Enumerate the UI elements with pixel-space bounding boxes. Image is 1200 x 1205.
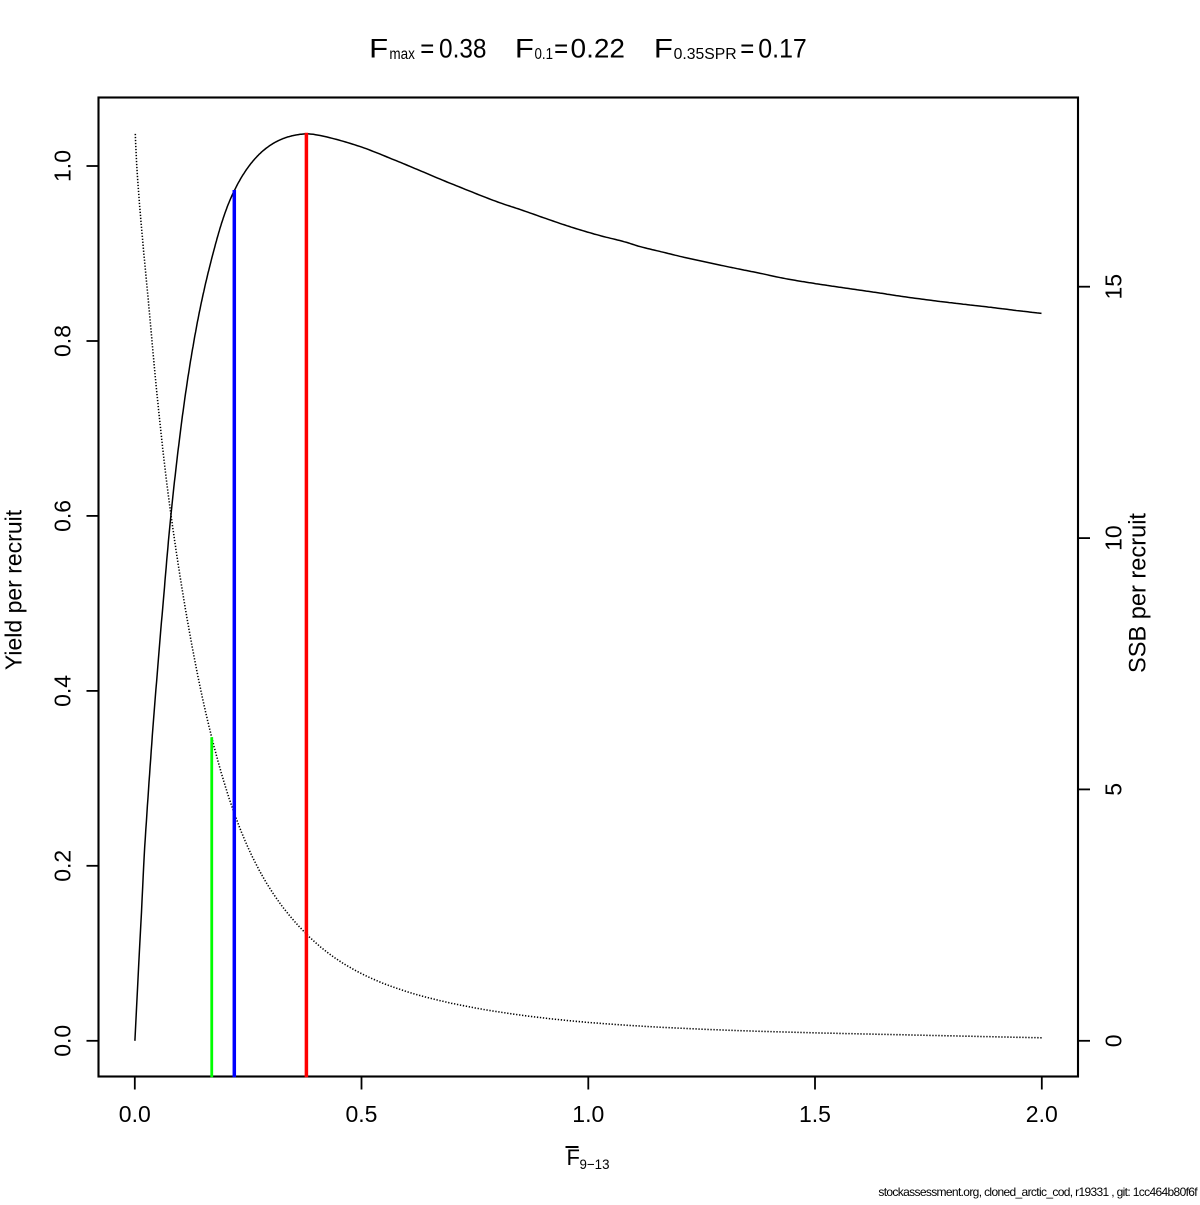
svg-text:=: =	[740, 34, 754, 64]
svg-text:0.38: 0.38	[439, 34, 487, 64]
svg-text:0.0: 0.0	[119, 1101, 151, 1127]
svg-text:15: 15	[1100, 274, 1126, 300]
svg-text:0.17: 0.17	[758, 34, 807, 64]
svg-text:9−13: 9−13	[580, 1156, 610, 1172]
svg-text:10: 10	[1100, 525, 1126, 551]
svg-text:=: =	[420, 34, 434, 64]
svg-text:SSB per recruit: SSB per recruit	[1125, 513, 1151, 673]
svg-text:max: max	[389, 46, 415, 63]
svg-text:F: F	[515, 34, 534, 64]
svg-text:0.5: 0.5	[346, 1101, 378, 1127]
svg-text:F: F	[654, 34, 673, 64]
svg-text:=: =	[554, 34, 568, 64]
svg-text:stockassessment.org, cloned_ar: stockassessment.org, cloned_arctic_cod, …	[878, 1185, 1198, 1199]
svg-text:0.4: 0.4	[50, 675, 76, 707]
svg-text:F: F	[369, 34, 388, 64]
svg-text:1.5: 1.5	[799, 1101, 831, 1127]
svg-text:0.35SPR: 0.35SPR	[674, 46, 737, 63]
svg-text:0.0: 0.0	[50, 1025, 76, 1057]
svg-text:2.0: 2.0	[1026, 1101, 1058, 1127]
svg-text:5: 5	[1100, 783, 1126, 796]
svg-text:1.0: 1.0	[572, 1101, 604, 1127]
svg-text:1.0: 1.0	[50, 150, 76, 182]
svg-text:F: F	[567, 1145, 580, 1170]
svg-text:0.22: 0.22	[571, 34, 626, 64]
svg-text:0.1: 0.1	[535, 46, 554, 63]
svg-text:0: 0	[1100, 1034, 1126, 1047]
svg-text:0.6: 0.6	[50, 500, 76, 532]
svg-text:0.8: 0.8	[50, 325, 76, 357]
svg-text:0.2: 0.2	[50, 850, 76, 882]
svg-text:Yield per recruit: Yield per recruit	[0, 509, 26, 670]
